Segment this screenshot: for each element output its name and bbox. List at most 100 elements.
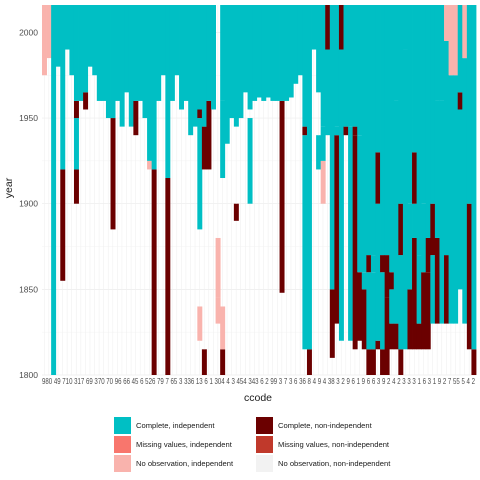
bar-segment bbox=[375, 152, 381, 204]
bar-segment bbox=[361, 289, 367, 350]
bar-segment bbox=[343, 5, 349, 127]
y-tick-label: 1800 bbox=[19, 370, 38, 380]
bar-segment bbox=[453, 75, 459, 324]
bar-segment bbox=[92, 5, 98, 76]
bar-segment bbox=[444, 5, 449, 41]
bar-segment bbox=[402, 5, 408, 50]
y-tick-label: 1850 bbox=[19, 284, 38, 294]
bar-segment bbox=[201, 5, 207, 127]
bar-segment bbox=[73, 169, 79, 204]
bar-segment bbox=[430, 5, 436, 204]
bar-segment bbox=[265, 5, 271, 98]
bar-segment bbox=[430, 255, 436, 324]
y-tick-label: 1950 bbox=[19, 113, 38, 123]
bar-segment bbox=[115, 5, 121, 101]
bar-segment bbox=[348, 126, 354, 341]
y-tick-label: 2000 bbox=[19, 27, 38, 37]
bar-segment bbox=[407, 203, 413, 290]
bar-segment bbox=[370, 255, 376, 273]
bar-segment bbox=[412, 237, 418, 350]
bar-segment bbox=[165, 178, 171, 375]
bar-segment bbox=[380, 272, 386, 350]
bar-segment bbox=[448, 75, 454, 324]
bar-segment bbox=[462, 58, 468, 324]
bar-segment bbox=[169, 5, 175, 101]
bar-segment bbox=[188, 5, 194, 136]
legend: Complete, independent Complete, non-indep… bbox=[114, 416, 434, 472]
bar-segment bbox=[325, 49, 331, 136]
bar-segment bbox=[306, 349, 312, 375]
legend-label: Missing values, non-independent bbox=[278, 439, 390, 449]
bar-segment bbox=[448, 5, 454, 76]
legend-key bbox=[256, 454, 273, 472]
bar-segment bbox=[412, 5, 418, 153]
bar-segment bbox=[316, 135, 322, 170]
bar-segment bbox=[302, 5, 308, 127]
bar-segment bbox=[238, 5, 244, 119]
bar-segment bbox=[302, 135, 308, 350]
bar-segment bbox=[434, 5, 440, 101]
bar-segment bbox=[83, 92, 89, 110]
bar-segment bbox=[147, 160, 153, 170]
bar-segment bbox=[270, 5, 276, 101]
bar-segment bbox=[133, 5, 139, 101]
bar-segment bbox=[338, 49, 344, 341]
bar-segment bbox=[393, 100, 399, 324]
bar-segment bbox=[416, 5, 422, 256]
legend-label: Complete, independent bbox=[136, 420, 215, 430]
y-tick-label: 1900 bbox=[19, 199, 38, 209]
legend-item: Complete, independent bbox=[114, 416, 215, 434]
bar-segment bbox=[124, 5, 130, 93]
bar-segment bbox=[279, 5, 285, 101]
legend-item: No observation, independent bbox=[114, 454, 233, 472]
bar-segment bbox=[279, 100, 285, 293]
bar-segment bbox=[334, 5, 340, 127]
bar-segment bbox=[380, 349, 386, 375]
bar-segment bbox=[69, 5, 75, 76]
bar-segment bbox=[380, 255, 386, 273]
bar-segment bbox=[425, 5, 431, 238]
bar-segment bbox=[325, 5, 331, 50]
legend-key bbox=[256, 416, 273, 434]
bar-segment bbox=[197, 109, 203, 119]
bar-segment bbox=[434, 237, 440, 324]
bar-segment bbox=[320, 160, 326, 204]
bar-segment bbox=[329, 5, 335, 290]
bar-segment bbox=[402, 49, 408, 350]
bar-segment bbox=[412, 203, 418, 238]
bar-segment bbox=[366, 349, 372, 375]
bar-segment bbox=[137, 5, 143, 101]
bar-segment bbox=[366, 5, 372, 256]
bar-segment bbox=[206, 100, 212, 170]
bar-segment bbox=[316, 5, 322, 93]
bar-segment bbox=[220, 5, 226, 101]
bar-segment bbox=[60, 5, 66, 170]
legend-item: Complete, non-independent bbox=[256, 416, 372, 434]
bar-segment bbox=[78, 5, 84, 101]
bar-segment bbox=[416, 255, 422, 324]
bar-segment bbox=[366, 272, 372, 350]
bar-segment bbox=[389, 289, 395, 324]
bar-segment bbox=[338, 5, 344, 50]
y-tick-labels: 1800 1850 1900 1950 2000 bbox=[19, 27, 38, 380]
bar-segment bbox=[398, 349, 404, 375]
bar-segment bbox=[444, 255, 449, 324]
bar-segment bbox=[357, 135, 363, 273]
bar-segment bbox=[361, 272, 367, 290]
bar-segment bbox=[256, 5, 262, 98]
bar-segment bbox=[439, 100, 445, 324]
bar-segment bbox=[471, 349, 477, 375]
bar-segment bbox=[466, 203, 472, 350]
bar-segment bbox=[384, 255, 390, 298]
bar-segment bbox=[293, 5, 299, 84]
bar-segment bbox=[46, 5, 52, 59]
bar-segment bbox=[357, 272, 363, 341]
bar-segment bbox=[215, 237, 221, 298]
bar-segment bbox=[73, 5, 79, 101]
legend-key bbox=[114, 416, 131, 434]
x-tick-labels-text: 980 49 710 317 69 370 70 96 66 45 6 526 … bbox=[42, 376, 475, 386]
x-axis-title: ccode bbox=[244, 392, 272, 404]
bar-segment bbox=[439, 5, 445, 101]
bar-segment bbox=[101, 5, 107, 101]
